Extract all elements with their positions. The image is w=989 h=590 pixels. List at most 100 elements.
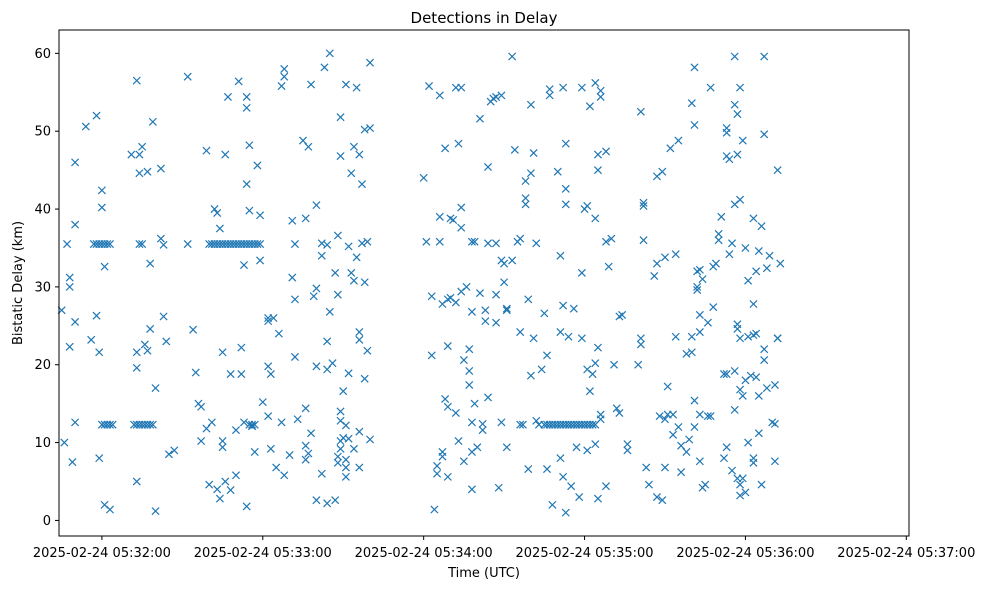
data-point bbox=[725, 155, 734, 164]
data-point bbox=[669, 430, 678, 439]
data-point bbox=[577, 83, 586, 92]
data-point bbox=[264, 412, 273, 421]
data-point bbox=[81, 122, 90, 131]
data-point bbox=[285, 451, 294, 460]
data-point bbox=[159, 312, 168, 321]
data-point bbox=[722, 370, 731, 379]
data-point bbox=[156, 164, 165, 173]
data-point bbox=[197, 437, 206, 446]
data-point bbox=[730, 52, 739, 61]
data-point bbox=[561, 184, 570, 193]
data-point bbox=[744, 438, 753, 447]
data-point bbox=[280, 64, 289, 73]
data-point bbox=[344, 242, 353, 251]
data-point bbox=[258, 398, 267, 407]
data-point bbox=[100, 262, 109, 271]
data-point bbox=[741, 243, 750, 252]
data-point bbox=[272, 463, 281, 472]
data-point bbox=[585, 102, 594, 111]
data-point bbox=[623, 446, 632, 455]
data-point bbox=[333, 458, 342, 467]
data-point bbox=[344, 369, 353, 378]
data-point bbox=[524, 465, 533, 474]
data-point bbox=[615, 408, 624, 418]
data-point bbox=[483, 393, 493, 402]
data-point bbox=[288, 273, 297, 282]
data-point bbox=[618, 310, 627, 319]
data-point bbox=[465, 345, 474, 354]
data-point bbox=[754, 429, 763, 438]
data-point bbox=[256, 240, 265, 249]
data-point bbox=[183, 240, 192, 249]
y-tick-label: 0 bbox=[43, 514, 51, 529]
data-point bbox=[749, 458, 758, 467]
data-point bbox=[467, 237, 476, 246]
data-point bbox=[508, 256, 517, 265]
data-point bbox=[250, 447, 259, 456]
data-point bbox=[529, 334, 538, 343]
data-point bbox=[317, 251, 326, 260]
data-point bbox=[323, 499, 332, 508]
data-point bbox=[148, 420, 157, 429]
data-point bbox=[435, 237, 444, 246]
data-point bbox=[639, 236, 648, 245]
data-point bbox=[138, 240, 147, 249]
data-point bbox=[695, 410, 704, 419]
y-tick-label: 30 bbox=[34, 280, 51, 295]
data-point bbox=[591, 359, 600, 368]
data-point bbox=[105, 240, 114, 249]
y-tick-label: 40 bbox=[34, 203, 51, 218]
data-point bbox=[213, 208, 222, 217]
data-point bbox=[585, 387, 594, 396]
data-point bbox=[277, 82, 286, 91]
data-point bbox=[202, 146, 211, 155]
data-point bbox=[526, 371, 535, 380]
data-point bbox=[433, 469, 442, 478]
data-point bbox=[770, 457, 779, 466]
data-point bbox=[588, 370, 597, 379]
data-point bbox=[722, 443, 731, 452]
data-point bbox=[215, 494, 224, 503]
data-point bbox=[264, 317, 273, 326]
data-point bbox=[736, 334, 745, 343]
data-point bbox=[205, 480, 214, 489]
data-point bbox=[143, 167, 152, 176]
data-point bbox=[245, 141, 254, 150]
data-point bbox=[443, 402, 452, 411]
data-point bbox=[663, 382, 672, 391]
data-point bbox=[443, 472, 452, 481]
data-point bbox=[569, 304, 578, 313]
data-point bbox=[65, 342, 74, 351]
data-point bbox=[328, 359, 337, 368]
data-point bbox=[341, 80, 350, 89]
data-point bbox=[221, 150, 230, 159]
data-point bbox=[561, 139, 570, 148]
data-point bbox=[762, 264, 771, 273]
data-point bbox=[239, 261, 249, 270]
data-point bbox=[245, 206, 254, 215]
data-point bbox=[435, 91, 444, 100]
data-point bbox=[317, 239, 326, 248]
data-point bbox=[336, 407, 345, 416]
data-point bbox=[223, 92, 232, 101]
data-point bbox=[492, 92, 501, 101]
data-point bbox=[757, 222, 766, 231]
data-point bbox=[738, 391, 747, 400]
data-point bbox=[164, 450, 173, 459]
data-point bbox=[660, 463, 670, 472]
data-point bbox=[253, 240, 262, 249]
data-point bbox=[744, 276, 753, 285]
data-point bbox=[146, 259, 155, 268]
y-tick-label: 50 bbox=[34, 125, 51, 140]
data-point bbox=[510, 145, 519, 154]
data-point bbox=[135, 169, 144, 178]
data-point bbox=[666, 144, 675, 153]
data-point bbox=[754, 391, 763, 400]
data-point bbox=[71, 158, 80, 167]
data-point bbox=[97, 186, 106, 195]
data-point bbox=[634, 360, 643, 369]
data-point bbox=[690, 396, 699, 405]
data-point bbox=[610, 360, 619, 369]
data-point bbox=[601, 147, 611, 156]
